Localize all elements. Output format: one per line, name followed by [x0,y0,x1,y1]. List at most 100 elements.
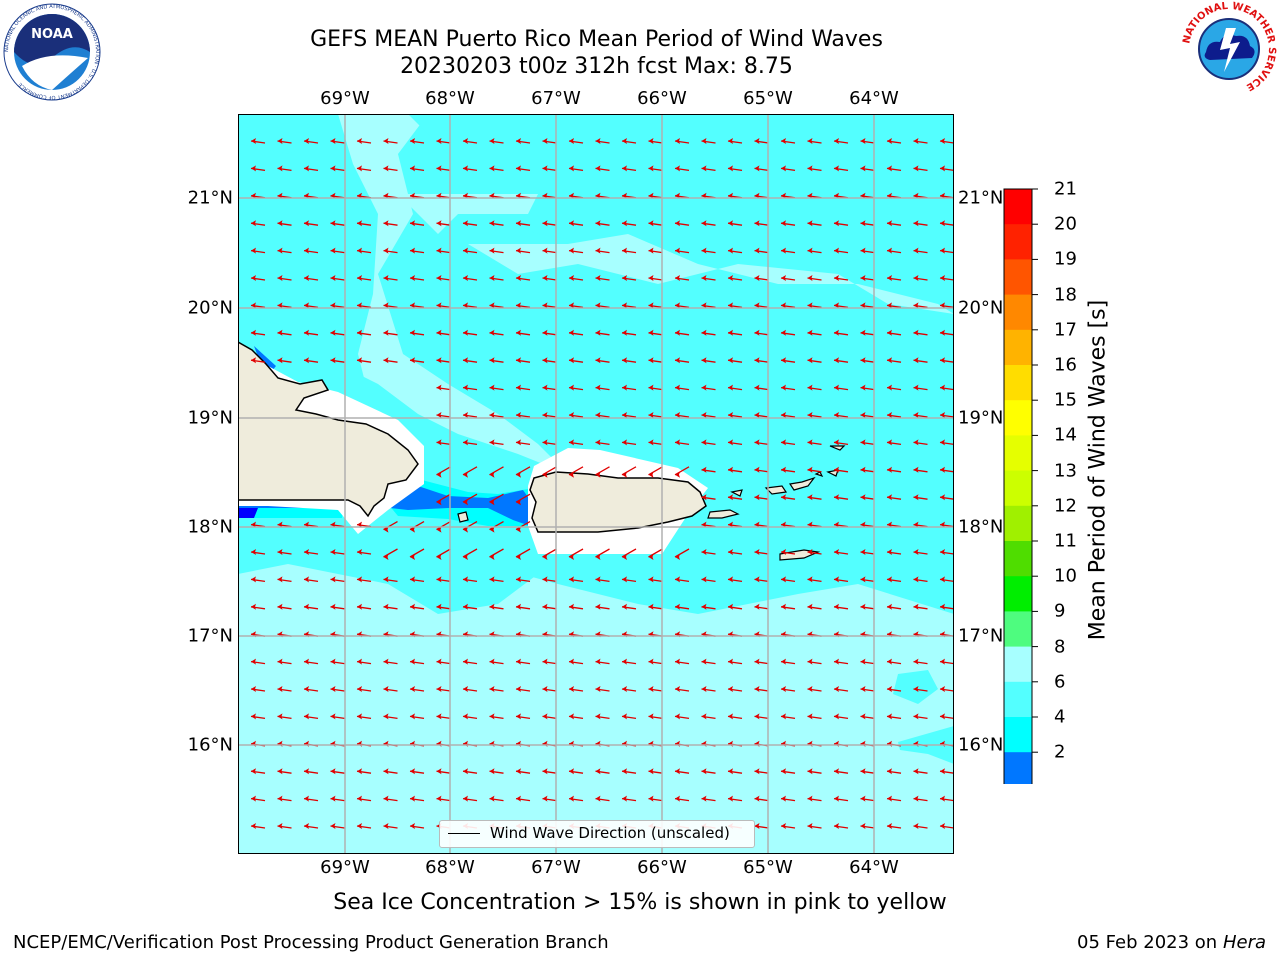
lat-left-label: 18°N [187,516,233,538]
wind-arrow [886,165,902,172]
wind-arrow [436,686,451,692]
wind-arrow [939,823,954,829]
wind-arrow [780,165,796,172]
wind-arrow [754,384,769,391]
land-culebra [730,489,743,497]
wind-arrow [860,494,875,501]
lon-top-label: 64°W [849,88,899,109]
wind-arrow [780,412,796,418]
wind-arrow [727,713,743,720]
wind-arrow [356,686,372,692]
wind-arrow [595,412,610,418]
wind-arrow [674,302,690,309]
wind-arrow [515,493,531,506]
wind-arrow [939,275,954,281]
wind-arrow [436,795,451,802]
wind-arrow [330,275,345,281]
wind-arrow [886,576,902,583]
wind-arrow [436,713,451,720]
wind-arrow [515,576,531,583]
wind-arrow [913,275,928,281]
wind-arrow [860,138,875,144]
wind-arrow [727,138,743,144]
colorbar-tick-label: 14 [1054,424,1077,446]
wind-arrow [356,603,372,610]
wind-arrow [674,686,690,692]
wind-arrow [542,247,557,254]
wind-arrow [250,823,266,829]
wind-arrow [356,329,372,336]
wind-arrow [754,220,769,227]
wind-arrow [436,603,451,610]
wind-arrow [780,795,796,802]
wind-arrow [701,357,716,364]
wind-arrow [383,357,398,364]
lat-right-label: 21°N [958,187,1004,209]
wind-arrow [648,768,663,775]
wind-arrow [436,138,451,144]
wind-arrow [462,521,478,533]
wind-arrow [595,548,610,560]
wind-arrow [409,713,425,720]
wind-arrow [833,466,849,473]
wind-arrow [754,138,769,144]
wind-arrow [250,603,266,610]
nws-logo: NATIONAL WEATHER SERVICE [1181,1,1277,95]
wind-arrow [780,686,796,692]
wind-arrow [807,412,822,418]
colorbar-segment [1004,329,1032,366]
wind-arrow [515,713,531,720]
wind-arrow [303,576,319,583]
wind-arrow [886,603,902,610]
wind-arrow [515,384,531,391]
colorbar-tick-label: 18 [1054,284,1077,306]
wind-arrow [515,795,531,802]
wind-arrow [542,548,557,560]
wind-arrow [780,138,796,144]
wind-arrow [303,357,319,364]
wind-arrow [250,220,266,227]
footer-credit: NCEP/EMC/Verification Post Processing Pr… [13,932,609,953]
wind-arrow [462,713,478,720]
wind-arrow [701,658,716,665]
wind-arrow [330,795,345,802]
wind-arrow [674,713,690,720]
colorbar-segment [1004,646,1032,683]
wind-arrow [409,658,425,665]
wind-arrow [754,412,769,418]
wind-arrow [542,165,557,172]
wind-arrow [886,466,902,473]
wind-arrow [595,357,610,364]
wind-arrow [489,466,504,478]
wind-arrow [542,603,557,610]
wind-arrow [462,686,478,692]
wind-arrow [277,275,292,281]
wind-arrow [727,768,743,775]
wind-arrow [568,603,584,610]
wind-arrow [277,686,292,692]
wind-arrow [303,686,319,692]
wind-arrow [648,357,663,364]
wind-arrow [303,823,319,829]
wind-arrow [568,658,584,665]
wind-arrow [807,138,822,144]
wind-arrow [807,384,822,391]
wind-arrow [727,795,743,802]
wind-arrow [727,494,743,501]
wind-arrow [383,275,398,281]
wind-arrow [860,302,875,309]
colorbar-segment [1004,752,1032,784]
wind-arrow [674,412,690,418]
wind-arrow [886,138,902,144]
wind-arrow [462,247,478,254]
colorbar-tick-label: 19 [1054,248,1077,270]
map-legend: Wind Wave Direction (unscaled) [439,820,755,848]
wind-arrow [860,412,875,418]
wind-arrow [542,302,557,309]
wind-arrow [330,138,345,144]
lon-top-label: 65°W [743,88,793,109]
chart-title: GEFS MEAN Puerto Rico Mean Period of Win… [310,27,883,52]
wind-arrow [833,384,849,391]
wind-arrow [674,548,690,560]
wind-arrow [754,466,769,473]
